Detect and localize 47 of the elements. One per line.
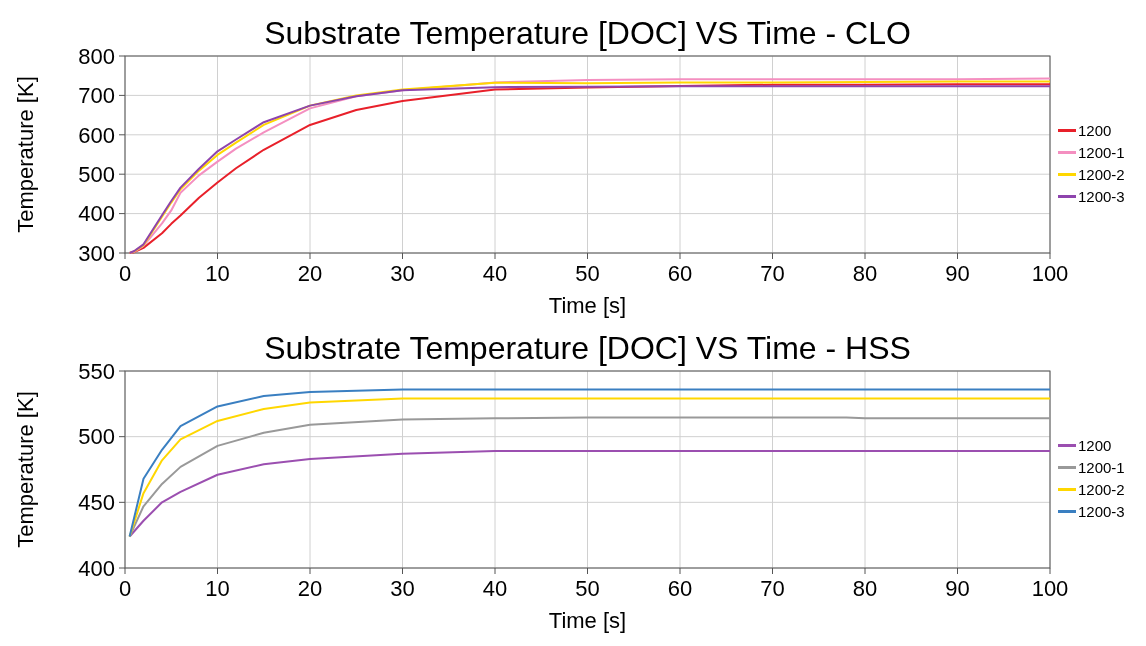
line-series [128, 450, 1051, 538]
legend-label: 1200-3 [1078, 502, 1125, 520]
y-tick-label: 700 [78, 83, 115, 109]
x-tick-label: 60 [667, 576, 693, 601]
y-tick-label: 550 [78, 358, 115, 384]
x-tick-label: 20 [297, 576, 323, 601]
x-tick-label: 90 [945, 261, 970, 286]
y-tick-label: 400 [78, 201, 115, 227]
x-tick-label: 30 [390, 576, 415, 601]
x-tick-label: 70 [760, 576, 785, 601]
x-tick-label: 100 [1031, 261, 1069, 286]
legend-label: 1200-2 [1078, 480, 1125, 498]
legend-label: 1200-3 [1078, 187, 1125, 205]
legend-label: 1200-1 [1078, 458, 1125, 476]
x-tick-label: 20 [297, 261, 323, 286]
y-tick-label: 450 [78, 490, 115, 516]
y-axis-title: Temperature [K] [13, 391, 38, 548]
legend-label: 1200 [1078, 121, 1112, 139]
x-tick-label: 50 [575, 261, 600, 286]
legend-label: 1200-1 [1078, 143, 1125, 161]
x-tick-label: 0 [118, 576, 132, 601]
x-tick-label: 60 [667, 261, 693, 286]
x-axis-title: Time [s] [548, 293, 627, 318]
y-axis-title: Temperature [K] [13, 76, 38, 233]
y-tick-label: 400 [78, 555, 115, 581]
x-tick-label: 40 [482, 261, 508, 286]
x-tick-label: 40 [482, 576, 508, 601]
x-tick-label: 80 [852, 576, 878, 601]
chart-title: Substrate Temperature [DOC] VS Time - HSS [264, 330, 911, 366]
x-tick-label: 10 [205, 576, 230, 601]
legend-label: 1200-2 [1078, 165, 1125, 183]
x-tick-label: 0 [118, 261, 132, 286]
x-tick-label: 10 [205, 261, 230, 286]
y-tick-label: 300 [78, 240, 115, 266]
x-tick-label: 100 [1031, 576, 1069, 601]
legend-label: 1200 [1078, 436, 1112, 454]
x-tick-label: 80 [852, 261, 878, 286]
y-tick-label: 500 [78, 424, 115, 450]
y-tick-label: 600 [78, 122, 115, 148]
chart-title: Substrate Temperature [DOC] VS Time - CLO [264, 15, 911, 51]
x-tick-label: 70 [760, 261, 785, 286]
x-tick-label: 50 [575, 576, 600, 601]
y-tick-label: 500 [78, 161, 115, 187]
x-axis-title: Time [s] [548, 608, 627, 633]
x-tick-label: 90 [945, 576, 970, 601]
x-tick-label: 30 [390, 261, 415, 286]
y-tick-label: 800 [78, 43, 115, 69]
